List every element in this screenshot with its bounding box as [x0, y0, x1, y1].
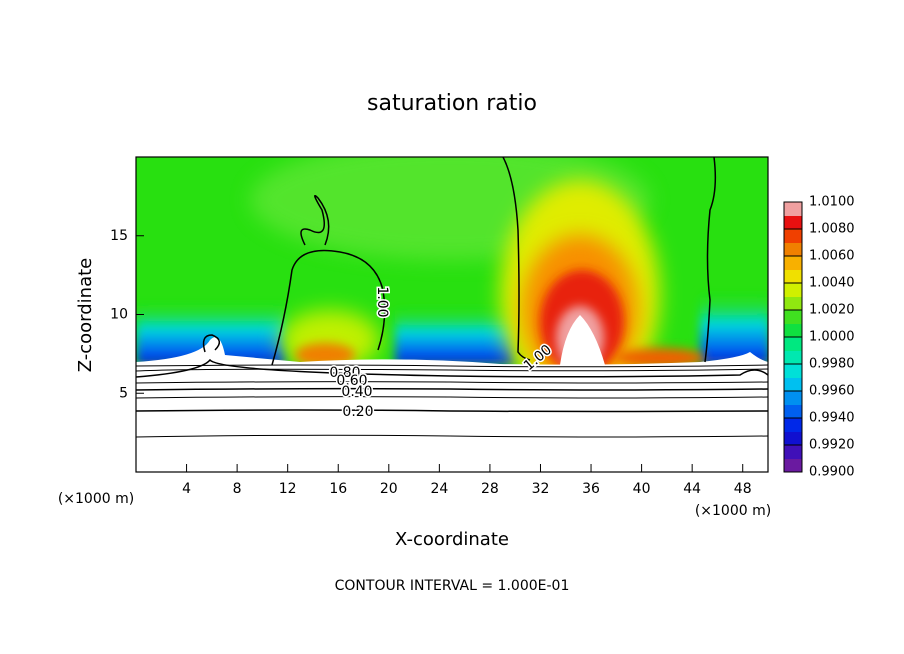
- colorbar-band: [784, 431, 802, 446]
- colorbar-tick-label: 1.0060: [809, 249, 855, 264]
- contour-field: [136, 157, 768, 472]
- colorbar-tick-label: 1.0040: [809, 276, 855, 291]
- contour-label: 0.20: [342, 404, 373, 420]
- colorbar-tick-label: 0.9940: [809, 411, 855, 426]
- colorbar-band: [784, 296, 802, 311]
- colorbar-tick-label: 1.0000: [809, 330, 855, 345]
- colorbar-tick-label: 0.9980: [809, 357, 855, 372]
- x-tick-label: 20: [380, 481, 398, 497]
- colorbar-band: [784, 391, 802, 405]
- colorbar-band: [784, 283, 802, 297]
- colorbar-band: [784, 445, 802, 459]
- colorbar-band: [784, 242, 802, 257]
- colorbar-band: [784, 269, 802, 284]
- colorbar-band: [784, 229, 802, 243]
- y-tick-label: 15: [110, 228, 128, 244]
- colorbar-band: [784, 323, 802, 338]
- colorbar-tick-label: 1.0020: [809, 303, 855, 318]
- contour-label: 1.00: [374, 286, 390, 317]
- footer: CONTOUR INTERVAL = 1.000E-01: [335, 578, 570, 594]
- x-tick-label: 28: [481, 481, 499, 497]
- colorbar-tick-label: 1.0080: [809, 222, 855, 237]
- x-tick-label: 8: [233, 481, 242, 497]
- x-tick-label: 12: [279, 481, 297, 497]
- colorbar-band: [784, 377, 802, 392]
- contour-label: 0.40: [341, 384, 372, 400]
- colorbar-band: [784, 337, 802, 351]
- colorbar-band: [784, 215, 802, 230]
- colorbar-band: [784, 404, 802, 419]
- x-tick-label: 16: [329, 481, 347, 497]
- colorbar-band: [784, 350, 802, 365]
- contour-label: 0.60: [336, 373, 367, 389]
- colorbar-band: [784, 364, 802, 378]
- y-tick-label: 10: [110, 307, 128, 323]
- colorbar-tick-label: 0.9960: [809, 384, 855, 399]
- colorbar-band: [784, 202, 802, 216]
- x-tick-label: 36: [582, 481, 600, 497]
- y-axis-label: Z-coordinate: [75, 258, 96, 373]
- x-tick-label: 32: [532, 481, 550, 497]
- x-tick-label: 4: [182, 481, 191, 497]
- colorbar-band: [784, 310, 802, 324]
- x-axis-label: X-coordinate: [395, 529, 509, 550]
- x-tick-label: 40: [633, 481, 651, 497]
- colorbar-band: [784, 418, 802, 432]
- x-tick-label: 48: [734, 481, 752, 497]
- x-unit-label: (×1000 m): [58, 491, 134, 507]
- chart-title: saturation ratio: [367, 91, 537, 116]
- x-tick-label: 44: [683, 481, 701, 497]
- contour-label: 0.80: [329, 365, 360, 381]
- colorbar-tick-label: 0.9920: [809, 438, 855, 453]
- colorbar-band: [784, 256, 802, 270]
- colorbar-band: [784, 458, 802, 473]
- colorbar-tick-label: 0.9900: [809, 465, 855, 480]
- x-unit-label: (×1000 m): [695, 503, 771, 519]
- x-tick-label: 24: [430, 481, 448, 497]
- colorbar-tick-label: 1.0100: [809, 195, 855, 210]
- y-tick-label: 5: [119, 385, 128, 401]
